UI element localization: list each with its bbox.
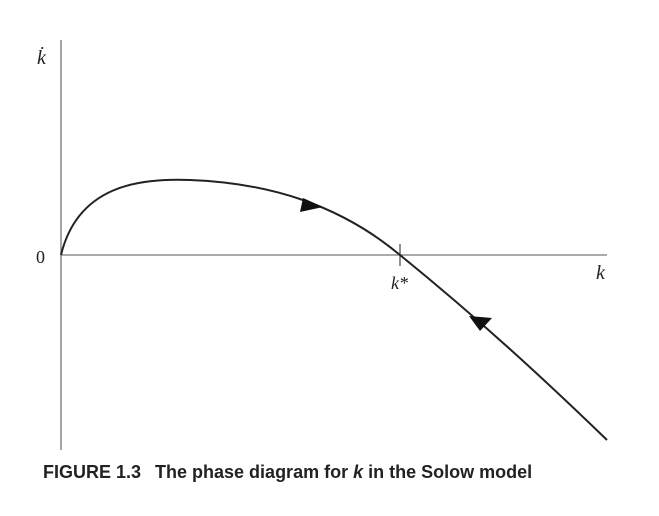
origin-label: 0 <box>36 247 45 267</box>
caption-text-after: in the Solow model <box>363 462 533 482</box>
steady-state-label: k* <box>391 273 408 293</box>
phase-curve <box>60 178 608 441</box>
arrow-right-icon <box>300 198 323 212</box>
caption-variable: k <box>353 462 364 482</box>
y-axis-label: k̇ <box>37 45 47 69</box>
figure-caption: FIGURE 1.3 The phase diagram for k in the… <box>43 462 532 483</box>
x-axis-label: k <box>596 262 606 284</box>
figure-number: FIGURE 1.3 <box>43 462 142 482</box>
arrow-left-icon <box>469 316 492 331</box>
caption-text-before: The phase diagram for <box>155 462 354 482</box>
